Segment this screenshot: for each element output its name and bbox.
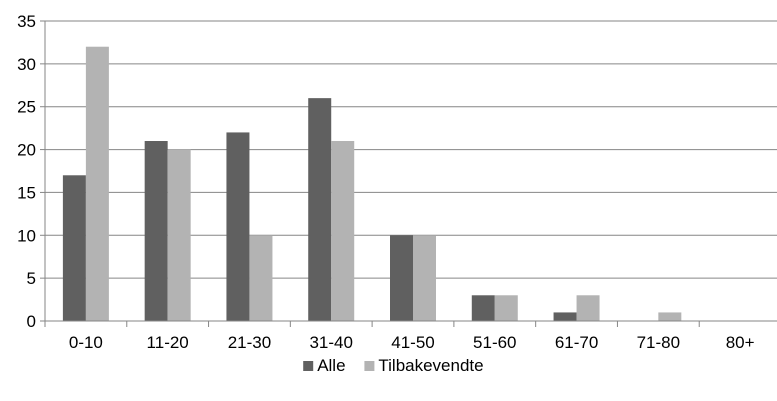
y-tick-label: 35: [17, 12, 36, 31]
x-tick-label: 0-10: [69, 333, 103, 352]
x-tick-label: 21-30: [228, 333, 271, 352]
bar-tilbakevendte-0-10: [85, 46, 109, 321]
bar-alle-41-50: [390, 235, 413, 321]
x-tick-label: 41-50: [391, 333, 434, 352]
x-tick-label: 31-40: [309, 333, 352, 352]
legend-label-alle: Alle: [317, 356, 345, 375]
y-tick-label: 15: [17, 183, 36, 202]
y-axis-ticks: 0 5 10 15 20 25 30 35: [17, 12, 45, 331]
bar-tilbakevendte-61-70: [576, 295, 600, 321]
y-tick-label: 30: [17, 55, 36, 74]
bar-alle-51-60: [471, 295, 495, 321]
axes: [44, 21, 777, 322]
x-tick-label: 51-60: [473, 333, 516, 352]
bar-alle-21-30: [226, 132, 250, 321]
bar-tilbakevendte-51-60: [494, 295, 518, 321]
bar-tilbakevendte-21-30: [249, 235, 273, 321]
bar-tilbakevendte-11-20: [167, 149, 191, 321]
bar-tilbakevendte-71-80: [658, 312, 682, 321]
bar-alle-11-20: [144, 141, 168, 321]
y-tick-label: 25: [17, 98, 36, 117]
x-axis-ticks: 0-10 11-20 21-30 31-40 41-50 51-60 61-70 71-80 8…: [44, 321, 755, 352]
x-tick-label: 80+: [726, 333, 755, 352]
y-tick-label: 5: [27, 269, 36, 288]
x-tick-label: 61-70: [555, 333, 598, 352]
y-tick-label: 10: [17, 226, 36, 245]
x-tick-label: 71-80: [637, 333, 680, 352]
bar-alle-31-40: [308, 98, 332, 322]
legend-label-tilbakevendte: Tilbakevendte: [378, 356, 483, 375]
y-tick-label: 20: [17, 141, 36, 160]
y-tick-label: 0: [27, 312, 36, 331]
bar-alle-61-70: [553, 312, 577, 321]
bar-alle-0-10: [62, 175, 86, 321]
legend-swatch-alle: [303, 361, 314, 371]
legend: Alle Tilbakevendte: [303, 356, 484, 375]
legend-swatch-tilbakevendte: [364, 361, 375, 371]
bar-tilbakevendte-41-50: [413, 235, 436, 321]
bar-tilbakevendte-31-40: [331, 141, 355, 321]
bars: [62, 46, 682, 322]
x-tick-label: 11-20: [147, 333, 189, 352]
